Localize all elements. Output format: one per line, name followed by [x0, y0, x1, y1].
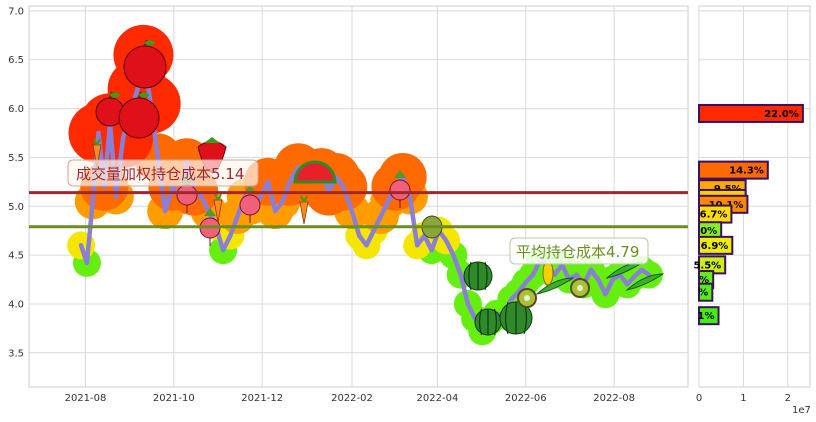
pea-pod-icon: [535, 277, 575, 295]
volume-x-tick-label: 2: [785, 393, 791, 404]
average-cost-label-box: [509, 237, 649, 265]
volume-bar-label: %: [698, 288, 708, 299]
corn-body: [542, 260, 554, 286]
apple-body: [118, 97, 160, 139]
watermelon-slice-icon: [293, 160, 337, 184]
volume-profile-x-tick-labels: 0 1 2: [696, 393, 791, 404]
radish-leaves: [244, 185, 256, 193]
radish-body: [176, 184, 198, 206]
y-tick-label: 6.5: [8, 55, 24, 66]
x-tick-label: 2021-08: [65, 393, 107, 404]
watermelon-icon: [463, 261, 493, 291]
volume-x-tick-label: 1: [740, 393, 746, 404]
carrot-icon: [299, 195, 309, 225]
strawberry-leaves: [204, 137, 220, 143]
y-tick-label: 4.5: [8, 251, 24, 262]
volume-bar-label: 14.3%: [729, 166, 764, 177]
apple-leaf: [145, 40, 155, 46]
carrot-icon: [213, 193, 223, 223]
apple-icon: [123, 39, 167, 89]
radish-leaves: [204, 208, 216, 216]
main-y-tick-labels: 3.5 4.0 4.5 5.0 5.5 6.0 6.5 7.0: [8, 6, 24, 359]
carrot-top: [300, 195, 308, 203]
carrot-icon: [92, 138, 102, 168]
y-tick-label: 5.5: [8, 153, 24, 164]
radish-body: [239, 194, 261, 216]
watermelon-stripe: [478, 308, 483, 336]
apple-leaf: [110, 92, 120, 98]
y-tick-label: 4.0: [8, 299, 24, 310]
radish-body: [389, 179, 411, 201]
volume-bar: [698, 235, 734, 255]
watermelon-icon: [474, 308, 502, 336]
apple-icon: [118, 91, 160, 139]
volume-x-tick-label: 0: [696, 393, 702, 404]
x-tick-label: 2022-02: [331, 393, 373, 404]
y-tick-label: 6.0: [8, 104, 24, 115]
volume-bar-label: %: [699, 275, 709, 286]
watermelon-stripe: [505, 301, 509, 335]
volume-scale-label: 1e7: [792, 405, 811, 416]
y-tick-label: 7.0: [8, 6, 24, 17]
volume-bar: [698, 103, 804, 123]
volume-bar: [698, 306, 720, 326]
main-plot-area: 成交量加权持仓成本5.14 平均持仓成本4.79 3.5 4.0 4.5 5.0 5.5…: [8, 5, 689, 404]
apple-leaf: [139, 92, 149, 98]
y-tick-label: 5.0: [8, 202, 24, 213]
volume-bar-label: 0%: [700, 226, 717, 237]
radish-icon: [239, 185, 261, 223]
carrot-top: [93, 138, 101, 146]
carrot-top: [214, 193, 222, 201]
main-plot-frame: [28, 5, 689, 388]
carrot-body: [299, 201, 309, 225]
x-tick-label: 2022-06: [505, 393, 547, 404]
volume-bar-label: 6.7%: [700, 210, 728, 221]
volume-profile-bars: 22.0%14.3%9.5%9.5%10.1%6.7%0%6.9%5.5%%%1…: [693, 103, 804, 326]
apple-body: [123, 45, 167, 89]
watermelon-icon: [499, 301, 533, 335]
corn-icon: [542, 260, 554, 286]
volume-bar-label: 1%: [698, 311, 715, 322]
volume-bar: [698, 160, 769, 180]
watermelon-stripe: [468, 261, 472, 291]
average-cost-label: 平均持仓成本4.79: [516, 243, 639, 261]
kiwi-icon: [517, 288, 537, 308]
kiwi-core: [577, 285, 583, 291]
x-tick-label: 2021-12: [241, 393, 283, 404]
y-tick-label: 3.5: [8, 348, 24, 359]
volume-bar-label: 6.9%: [701, 241, 729, 252]
kiwi-core: [524, 295, 530, 301]
pea-pod-icon: [625, 273, 665, 291]
radish-icon: [389, 170, 411, 208]
radish-leaves: [394, 170, 406, 178]
volume-bar-label: 5.5%: [693, 260, 721, 271]
volume-profile-area: 22.0%14.3%9.5%9.5%10.1%6.7%0%6.9%5.5%%%1…: [693, 5, 811, 416]
volume-bar-label: 22.0%: [764, 109, 799, 120]
average-cost-annotation: 平均持仓成本4.79: [509, 237, 649, 265]
watermelon-slice-body: [293, 160, 337, 184]
weighted-cost-label: 成交量加权持仓成本5.14: [76, 165, 244, 183]
x-tick-label: 2022-04: [417, 393, 459, 404]
watermelon-stripe: [484, 261, 488, 291]
watermelon-stripe: [493, 308, 498, 336]
pea-pod-body: [535, 277, 575, 295]
main-x-tick-labels: 2021-08 2021-10 2021-12 2022-02 2022-04 2022-…: [65, 393, 635, 404]
price-line: [78, 52, 652, 334]
weighted-cost-annotation: 成交量加权持仓成本5.14: [67, 159, 259, 187]
x-tick-label: 2022-08: [593, 393, 635, 404]
pea-pod-body: [625, 273, 665, 291]
volume-bar: [698, 282, 714, 302]
weighted-cost-label-box: [67, 159, 259, 187]
kiwi-icon: [570, 278, 590, 298]
x-tick-label: 2021-10: [153, 393, 195, 404]
